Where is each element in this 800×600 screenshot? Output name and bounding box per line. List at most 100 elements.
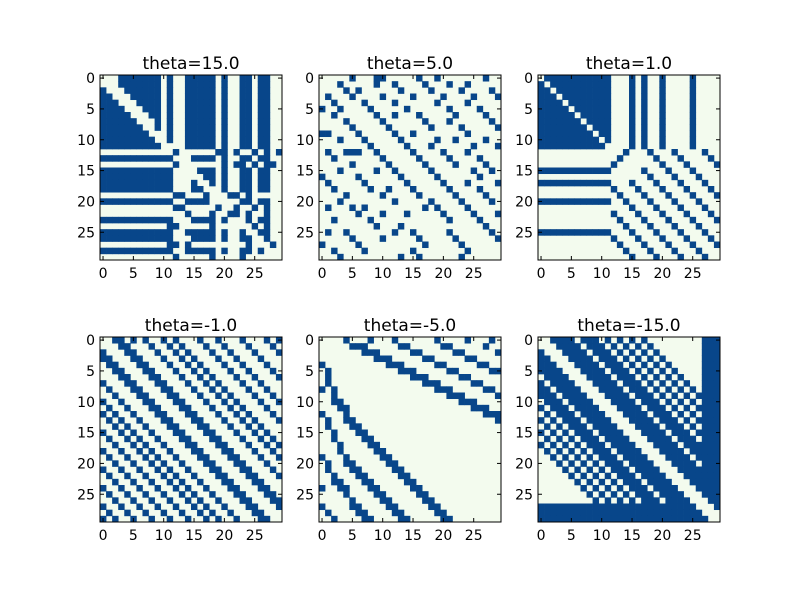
- heatmap-cell: [403, 515, 411, 523]
- heatmap-cell: [641, 349, 648, 356]
- heatmap-cell: [112, 460, 119, 467]
- y-tick-label: 5: [305, 364, 314, 380]
- heatmap-cell: [604, 392, 612, 400]
- heatmap-cell: [622, 398, 630, 406]
- heatmap-cell: [494, 235, 502, 242]
- heatmap-cell: [245, 497, 253, 504]
- heatmap-cell: [379, 155, 387, 162]
- heatmap-cell: [124, 87, 131, 94]
- heatmap-cell: [197, 130, 204, 138]
- heatmap-cell: [166, 423, 174, 430]
- heatmap-cell: [166, 124, 174, 131]
- heatmap-cell: [221, 173, 228, 181]
- heatmap-cell: [574, 454, 581, 461]
- y-tick-label: 5: [524, 364, 533, 380]
- heatmap-cell: [677, 179, 684, 187]
- heatmap-cell: [604, 485, 612, 492]
- heatmap-cell: [172, 392, 180, 400]
- heatmap-cell: [707, 404, 715, 412]
- y-tick-label: 10: [515, 395, 533, 411]
- heatmap-cell: [221, 118, 228, 125]
- heatmap-cell: [385, 161, 393, 168]
- heatmap-cell: [538, 404, 545, 412]
- x-tick-label: 5: [567, 266, 576, 282]
- heatmap-cell: [482, 112, 490, 119]
- heatmap-cell: [124, 343, 131, 350]
- heatmap-cell: [263, 210, 271, 218]
- heatmap-cell: [610, 361, 618, 369]
- heatmap-cell: [349, 204, 356, 212]
- x-tick-label: 25: [684, 528, 702, 544]
- heatmap-cell: [568, 136, 575, 144]
- heatmap-cell: [629, 472, 636, 480]
- heatmap-cell: [106, 99, 113, 107]
- heatmap-cell: [233, 210, 240, 218]
- heatmap-cell: [197, 81, 204, 88]
- heatmap-cell: [397, 173, 405, 181]
- heatmap-cell: [257, 216, 265, 224]
- heatmap-cell: [154, 124, 162, 131]
- heatmap-cell: [391, 130, 399, 138]
- heatmap-cell: [659, 417, 666, 424]
- heatmap-cell: [136, 87, 143, 94]
- heatmap-cell: [233, 429, 240, 437]
- axes-frame: [318, 74, 502, 261]
- heatmap-cell: [106, 167, 113, 175]
- heatmap-cell: [568, 503, 575, 511]
- heatmap-cell: [221, 441, 228, 449]
- heatmap-cell: [124, 349, 131, 356]
- heatmap-cell: [245, 198, 253, 205]
- heatmap-cell: [118, 198, 125, 205]
- heatmap-cell: [641, 337, 648, 344]
- heatmap-cell: [416, 485, 423, 492]
- heatmap-cell: [239, 253, 246, 261]
- heatmap-cell: [257, 99, 265, 107]
- heatmap-cell: [665, 361, 672, 369]
- heatmap-cell: [367, 105, 374, 113]
- heatmap-cell: [629, 349, 636, 356]
- heatmap-cell: [671, 454, 678, 461]
- heatmap-cell: [446, 118, 453, 125]
- heatmap-cell: [269, 491, 277, 498]
- heatmap-cell: [130, 186, 137, 193]
- heatmap-cell: [203, 343, 210, 350]
- heatmap-cell: [689, 478, 697, 486]
- heatmap-cell: [263, 155, 271, 162]
- heatmap-cell: [410, 374, 417, 381]
- heatmap-cell: [257, 423, 265, 430]
- heatmap-cell: [209, 130, 216, 138]
- heatmap-cell: [641, 118, 648, 125]
- heatmap-cell: [598, 229, 606, 236]
- heatmap-cell: [106, 472, 113, 480]
- heatmap-cell: [647, 509, 654, 517]
- x-tick-label: 20: [434, 266, 452, 282]
- heatmap-cell: [629, 136, 636, 144]
- heatmap-cell: [713, 241, 721, 249]
- heatmap-cell: [659, 411, 666, 418]
- heatmap-cell: [154, 87, 162, 94]
- heatmap-cell: [343, 192, 350, 199]
- x-tick-label: 25: [684, 266, 702, 282]
- heatmap-cell: [671, 149, 678, 156]
- heatmap-cell: [598, 411, 606, 418]
- heatmap-cell: [635, 460, 642, 467]
- heatmap-cell: [191, 124, 198, 131]
- heatmap-cell: [677, 466, 684, 474]
- heatmap-cell: [598, 429, 606, 437]
- heatmap-cell: [148, 198, 155, 205]
- heatmap-cell: [610, 161, 618, 168]
- heatmap-cell: [616, 398, 624, 406]
- heatmap-cell: [598, 448, 606, 455]
- heatmap-cell: [106, 186, 113, 193]
- heatmap-cell: [349, 417, 356, 424]
- heatmap-cell: [610, 386, 618, 393]
- heatmap-cell: [677, 423, 684, 430]
- heatmap-cell: [695, 247, 703, 255]
- heatmap-cell: [482, 404, 490, 412]
- heatmap-cell: [160, 247, 168, 255]
- heatmap-cell: [635, 466, 642, 474]
- heatmap-cell: [641, 392, 648, 400]
- heatmap-cell: [245, 105, 253, 113]
- y-tick-label: 15: [77, 426, 95, 442]
- heatmap-cell: [172, 337, 180, 344]
